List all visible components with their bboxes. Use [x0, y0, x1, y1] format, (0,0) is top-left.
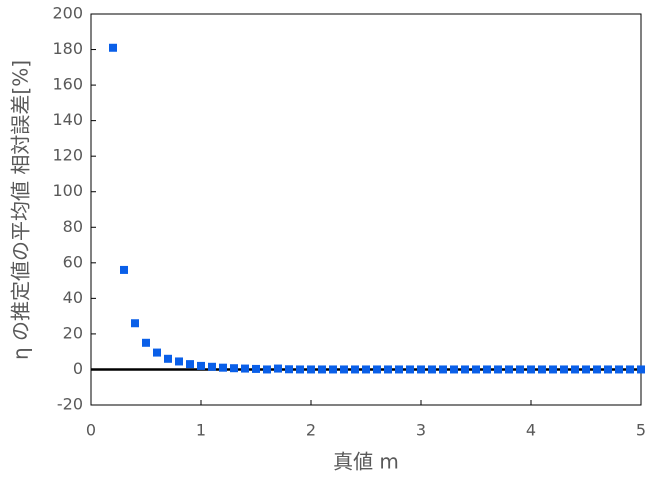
- x-tick-label: 4: [526, 421, 536, 440]
- y-tick-label: 140: [52, 110, 83, 129]
- point: [362, 365, 370, 374]
- point: [439, 365, 447, 374]
- point: [230, 364, 238, 373]
- point: [208, 362, 216, 371]
- point: [417, 365, 425, 374]
- point: [582, 365, 590, 374]
- point: [164, 354, 172, 363]
- point: [175, 357, 183, 366]
- x-tick-label: 2: [306, 421, 316, 440]
- point: [318, 365, 326, 374]
- point: [274, 364, 282, 373]
- y-tick-label: 200: [52, 4, 83, 23]
- point: [626, 365, 634, 374]
- point: [373, 365, 381, 374]
- y-tick-label: 120: [52, 146, 83, 165]
- point: [153, 348, 161, 357]
- point: [241, 364, 249, 373]
- point: [472, 365, 480, 374]
- point: [219, 363, 227, 372]
- point: [340, 365, 348, 374]
- point: [428, 365, 436, 374]
- y-tick-label: -20: [57, 395, 83, 414]
- x-tick-label: 3: [416, 421, 426, 440]
- point: [120, 265, 128, 274]
- point: [549, 365, 557, 374]
- point: [450, 365, 458, 374]
- point: [494, 365, 502, 374]
- point: [461, 365, 469, 374]
- point: [296, 365, 304, 374]
- point: [560, 365, 568, 374]
- plot-frame: [90, 13, 642, 406]
- y-tick-label: 60: [63, 252, 83, 271]
- point: [197, 361, 205, 370]
- y-tick-label: 160: [52, 75, 83, 94]
- point: [329, 365, 337, 374]
- point: [516, 365, 524, 374]
- y-tick-label: 100: [52, 181, 83, 200]
- y-axis-label: η の推定値の平均値 相対誤差[%]: [9, 60, 33, 360]
- x-tick-label: 1: [196, 421, 206, 440]
- x-tick-label: 5: [636, 421, 646, 440]
- point: [131, 319, 139, 328]
- point: [615, 365, 623, 374]
- y-tick-label: 80: [63, 217, 83, 236]
- y-tick-label: 0: [73, 359, 83, 378]
- point: [538, 365, 546, 374]
- point: [505, 365, 513, 374]
- point: [593, 365, 601, 374]
- point: [351, 365, 359, 374]
- point: [406, 365, 414, 374]
- y-tick-label: 40: [63, 288, 83, 307]
- y-tick-label: 20: [63, 323, 83, 342]
- point: [483, 365, 491, 374]
- point: [252, 364, 260, 373]
- point: [142, 338, 150, 347]
- point: [637, 365, 645, 374]
- point: [307, 365, 315, 374]
- point: [285, 365, 293, 374]
- point: [527, 365, 535, 374]
- point: [263, 365, 271, 374]
- point: [395, 365, 403, 374]
- point: [604, 365, 612, 374]
- point: [109, 43, 117, 52]
- point: [571, 365, 579, 374]
- point: [186, 360, 194, 369]
- x-axis-label: 真値 m: [333, 450, 399, 474]
- y-tick-label: 180: [52, 39, 83, 58]
- point: [384, 365, 392, 374]
- x-tick-label: 0: [86, 421, 96, 440]
